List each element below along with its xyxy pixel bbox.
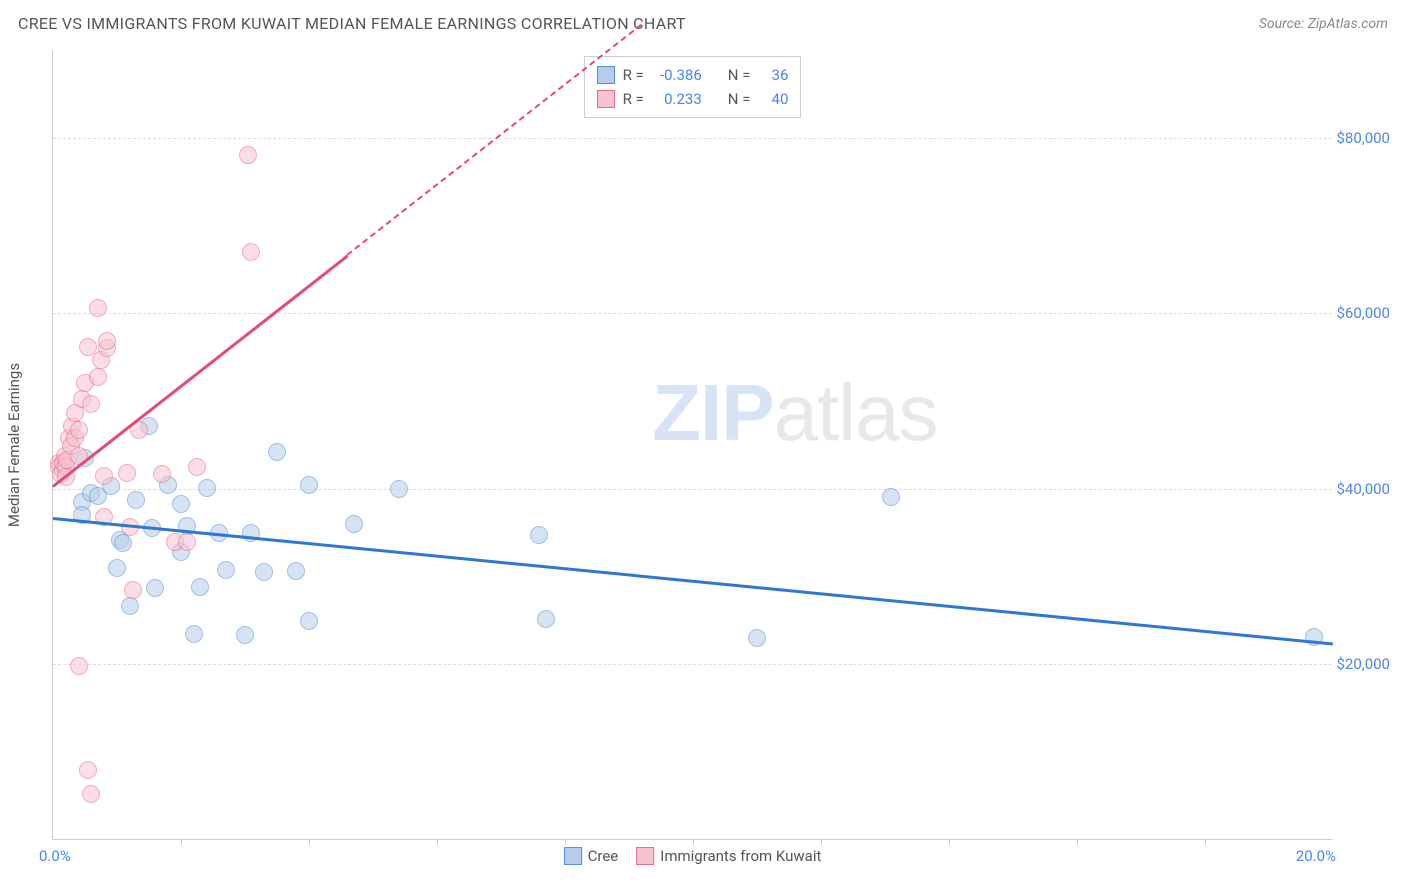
data-point [236, 626, 254, 644]
chart-title: CREE VS IMMIGRANTS FROM KUWAIT MEDIAN FE… [18, 14, 686, 33]
data-point [89, 368, 107, 386]
legend-item: Cree [564, 847, 619, 865]
data-point [98, 332, 116, 350]
y-tick-label: $20,000 [1336, 655, 1390, 673]
data-point [239, 146, 257, 164]
legend-item: Immigrants from Kuwait [636, 847, 821, 865]
legend-row: R = -0.386 N = 36 [597, 63, 789, 87]
grid-line [53, 489, 1332, 490]
x-tick [1077, 839, 1078, 845]
trend-line [347, 24, 643, 256]
data-point [530, 526, 548, 544]
grid-line [53, 664, 1332, 665]
correlation-legend: R = -0.386 N = 36 R = 0.233 N = 40 [584, 56, 802, 118]
data-point [124, 581, 142, 599]
data-point [390, 480, 408, 498]
data-point [255, 563, 273, 581]
x-axis-label: 20.0% [1296, 847, 1336, 865]
chart-source: Source: ZipAtlas.com [1259, 16, 1388, 32]
legend-label: Immigrants from Kuwait [660, 847, 821, 865]
chart-header: CREE VS IMMIGRANTS FROM KUWAIT MEDIAN FE… [18, 14, 1388, 33]
r-value: -0.386 [652, 66, 702, 84]
legend-swatch [597, 66, 615, 84]
n-label: N = [728, 66, 751, 84]
data-point [217, 561, 235, 579]
data-point [114, 534, 132, 552]
data-point [70, 421, 88, 439]
x-tick [309, 839, 310, 845]
grid-line [53, 138, 1332, 139]
n-value: 36 [758, 66, 788, 84]
data-point [300, 476, 318, 494]
data-point [108, 559, 126, 577]
x-tick [821, 839, 822, 845]
data-point [882, 488, 900, 506]
legend-row: R = 0.233 N = 40 [597, 87, 789, 111]
legend-swatch [597, 90, 615, 108]
data-point [70, 657, 88, 675]
data-point [89, 299, 107, 317]
data-point [172, 495, 190, 513]
data-point [79, 761, 97, 779]
data-point [268, 443, 286, 461]
series-legend: Cree Immigrants from Kuwait [564, 847, 822, 865]
legend-label: Cree [588, 847, 619, 865]
y-tick-label: $80,000 [1336, 129, 1390, 147]
watermark: ZIPatlas [652, 367, 937, 459]
x-axis-label: 0.0% [39, 847, 71, 865]
data-point [287, 562, 305, 580]
watermark-zip: ZIP [652, 368, 773, 457]
data-point [127, 491, 145, 509]
data-point [537, 610, 555, 628]
data-point [748, 629, 766, 647]
plot-area: ZIPatlas $20,000$40,000$60,000$80,0000.0… [52, 50, 1332, 840]
data-point [82, 395, 100, 413]
x-tick [437, 839, 438, 845]
data-point [188, 458, 206, 476]
data-point [95, 467, 113, 485]
data-point [82, 785, 100, 803]
x-tick [949, 839, 950, 845]
data-point [153, 465, 171, 483]
x-tick [693, 839, 694, 845]
n-label: N = [728, 90, 751, 108]
data-point [118, 464, 136, 482]
y-axis-title: Median Female Earnings [5, 363, 23, 527]
chart-container: Median Female Earnings ZIPatlas $20,000$… [52, 50, 1392, 840]
data-point [300, 612, 318, 630]
r-value: 0.233 [652, 90, 702, 108]
n-value: 40 [758, 90, 788, 108]
r-label: R = [623, 90, 644, 108]
data-point [345, 515, 363, 533]
grid-line [53, 313, 1332, 314]
legend-swatch [564, 847, 582, 865]
watermark-atlas: atlas [774, 368, 938, 457]
y-tick-label: $40,000 [1336, 480, 1390, 498]
data-point [242, 243, 260, 261]
data-point [146, 579, 164, 597]
x-tick [1205, 839, 1206, 845]
data-point [191, 578, 209, 596]
y-tick-label: $60,000 [1336, 304, 1390, 322]
legend-swatch [636, 847, 654, 865]
x-tick [181, 839, 182, 845]
data-point [185, 625, 203, 643]
x-tick [565, 839, 566, 845]
data-point [121, 597, 139, 615]
r-label: R = [623, 66, 644, 84]
data-point [198, 479, 216, 497]
data-point [178, 533, 196, 551]
